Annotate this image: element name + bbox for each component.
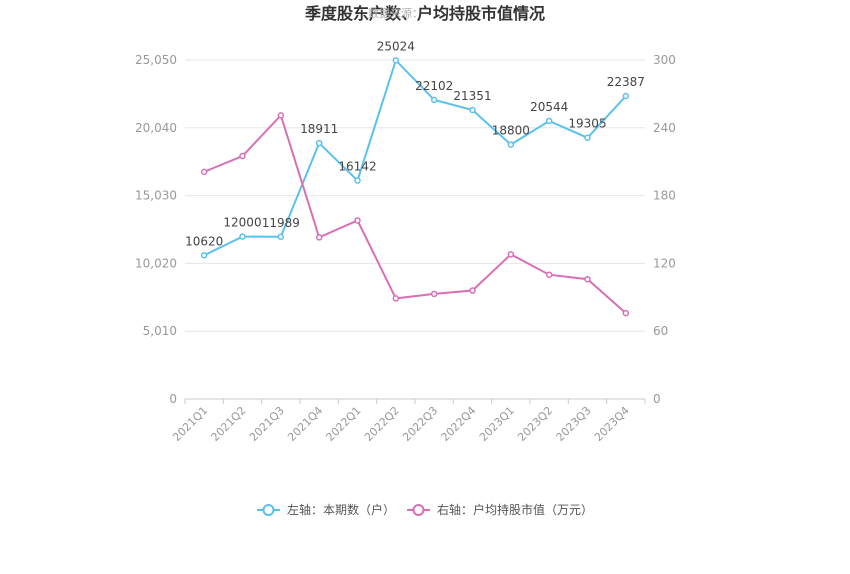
x-tick-label: 2021Q2 xyxy=(209,404,249,444)
data-label: 11989 xyxy=(262,216,300,230)
data-point-left[interactable] xyxy=(584,134,591,141)
data-point-right[interactable] xyxy=(315,234,323,241)
left-tick-label: 10,020 xyxy=(135,256,177,270)
legend-item-right-series[interactable]: 右轴：户均持股市值（万元） xyxy=(407,502,593,517)
data-point-left[interactable] xyxy=(622,92,630,100)
series-line-right xyxy=(203,113,627,314)
data-point-left[interactable] xyxy=(430,96,438,104)
left-tick-label: 15,030 xyxy=(135,189,177,203)
left-tick-label: 5,010 xyxy=(143,324,177,338)
x-tick-label: 2023Q2 xyxy=(515,404,555,444)
data-label: 22102 xyxy=(415,79,453,93)
data-label: 10620 xyxy=(185,234,223,248)
right-tick-label: 300 xyxy=(653,53,676,67)
legend[interactable]: 左轴：本期数（户） 右轴：户均持股市值（万元） xyxy=(257,502,593,517)
data-point-left[interactable] xyxy=(507,141,515,148)
data-point-right[interactable] xyxy=(354,217,361,224)
right-tick-label: 180 xyxy=(653,189,676,203)
data-point-right[interactable] xyxy=(430,290,438,298)
x-tick-label: 2022Q3 xyxy=(400,404,440,444)
data-point-right[interactable] xyxy=(200,168,208,176)
left-tick-label: 0 xyxy=(169,392,177,406)
x-tick-label: 2022Q2 xyxy=(362,404,402,444)
data-label: 20544 xyxy=(530,100,568,114)
data-point-right[interactable] xyxy=(239,152,246,160)
data-point-left[interactable] xyxy=(354,177,361,184)
data-point-right[interactable] xyxy=(622,309,630,317)
watermark-text: 数据来源： xyxy=(368,6,423,20)
data-point-right[interactable] xyxy=(469,287,476,294)
series-line-left xyxy=(203,58,627,257)
right-tick-label: 240 xyxy=(653,121,676,135)
legend-label-left: 左轴：本期数（户） xyxy=(287,502,395,517)
data-label: 22387 xyxy=(607,75,645,89)
left-axis: 0 5,010 10,020 15,030 20,040 25,050 xyxy=(135,53,177,406)
data-point-right[interactable] xyxy=(584,275,591,283)
x-tick-label: 2021Q4 xyxy=(285,404,325,444)
data-point-left[interactable] xyxy=(469,106,476,114)
legend-marker-right xyxy=(412,504,425,516)
data-point-left[interactable] xyxy=(239,233,246,240)
left-tick-label: 20,040 xyxy=(135,121,177,135)
data-label: 18800 xyxy=(492,124,530,138)
data-point-right[interactable] xyxy=(277,112,285,119)
x-tick-label: 2022Q4 xyxy=(439,404,479,444)
data-label: 12000 xyxy=(223,216,261,230)
data-label: 19305 xyxy=(568,117,606,131)
data-label: 25024 xyxy=(377,39,415,53)
x-tick-label: 2023Q3 xyxy=(554,404,594,444)
legend-item-left-series[interactable]: 左轴：本期数（户） xyxy=(257,502,395,517)
left-tick-label: 25,050 xyxy=(135,53,177,67)
right-tick-label: 60 xyxy=(653,324,668,338)
data-point-left[interactable] xyxy=(200,252,208,259)
data-label: 16142 xyxy=(338,160,376,174)
data-point-right[interactable] xyxy=(507,251,515,258)
legend-marker-left xyxy=(262,504,275,516)
right-tick-label: 120 xyxy=(653,256,676,270)
x-axis: 2021Q12021Q22021Q32021Q42022Q12022Q22022… xyxy=(170,399,646,444)
x-tick-label: 2021Q1 xyxy=(170,404,210,444)
right-axis: 0 60 120 180 240 300 xyxy=(653,53,676,406)
data-point-left[interactable] xyxy=(315,139,323,147)
data-point-right[interactable] xyxy=(392,295,400,302)
legend-label-right: 右轴：户均持股市值（万元） xyxy=(437,502,593,517)
right-tick-label: 0 xyxy=(653,392,661,406)
x-tick-label: 2023Q1 xyxy=(477,404,517,444)
data-point-left[interactable] xyxy=(277,233,285,241)
data-point-left[interactable] xyxy=(545,117,553,125)
series-lines xyxy=(200,57,630,317)
x-tick-label: 2023Q4 xyxy=(592,404,632,444)
data-label: 18911 xyxy=(300,122,338,136)
data-label: 21351 xyxy=(453,89,491,103)
data-point-right[interactable] xyxy=(545,271,553,278)
chart-title: 季度股东户数、户均持股市值情况 xyxy=(304,4,545,23)
x-tick-label: 2021Q3 xyxy=(247,404,287,444)
data-point-left[interactable] xyxy=(392,57,400,64)
x-tick-label: 2022Q1 xyxy=(324,404,364,444)
